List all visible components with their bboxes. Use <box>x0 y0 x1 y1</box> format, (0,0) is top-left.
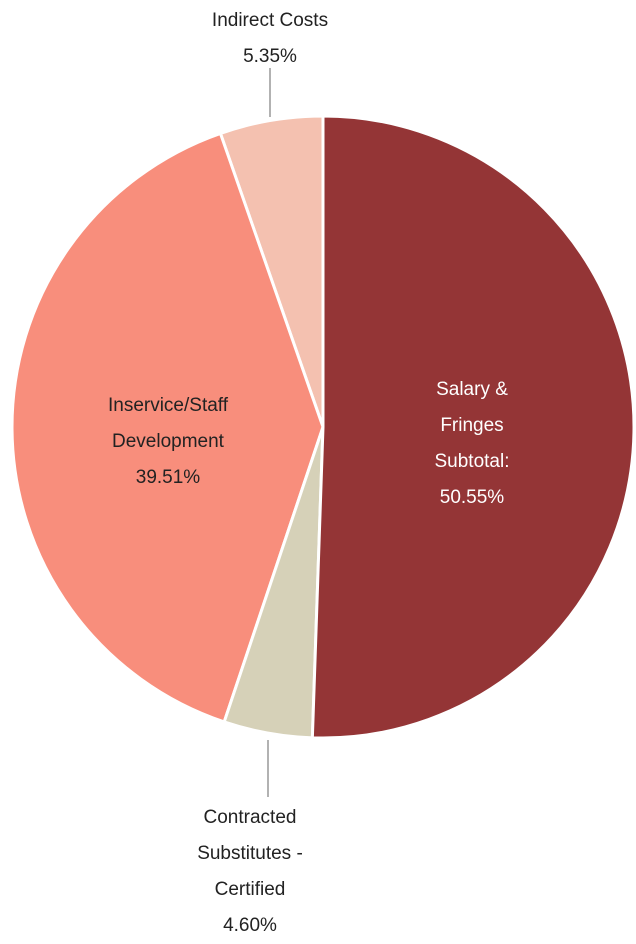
slice-name: Inservice/Staff Development <box>107 395 229 452</box>
slice-label: Indirect Costs 5.35% <box>170 3 370 75</box>
slice-label: Inservice/Staff Development 39.51% <box>68 388 268 496</box>
slice-name: Salary & Fringes Subtotal: <box>434 379 510 472</box>
slice-name: Indirect Costs <box>211 10 329 31</box>
pie-slice <box>10 131 325 724</box>
slice-label: Salary & Fringes Subtotal: 50.55% <box>417 372 527 516</box>
pie-slice <box>310 114 636 740</box>
slice-value: 39.51% <box>135 467 201 488</box>
slice-name: Contracted Substitutes - Certified <box>197 807 303 900</box>
slice-label: Contracted Substitutes - Certified 4.60% <box>165 800 335 944</box>
slice-value: 4.60% <box>223 915 277 936</box>
slice-value: 50.55% <box>439 487 505 508</box>
slice-value: 5.35% <box>243 46 297 67</box>
